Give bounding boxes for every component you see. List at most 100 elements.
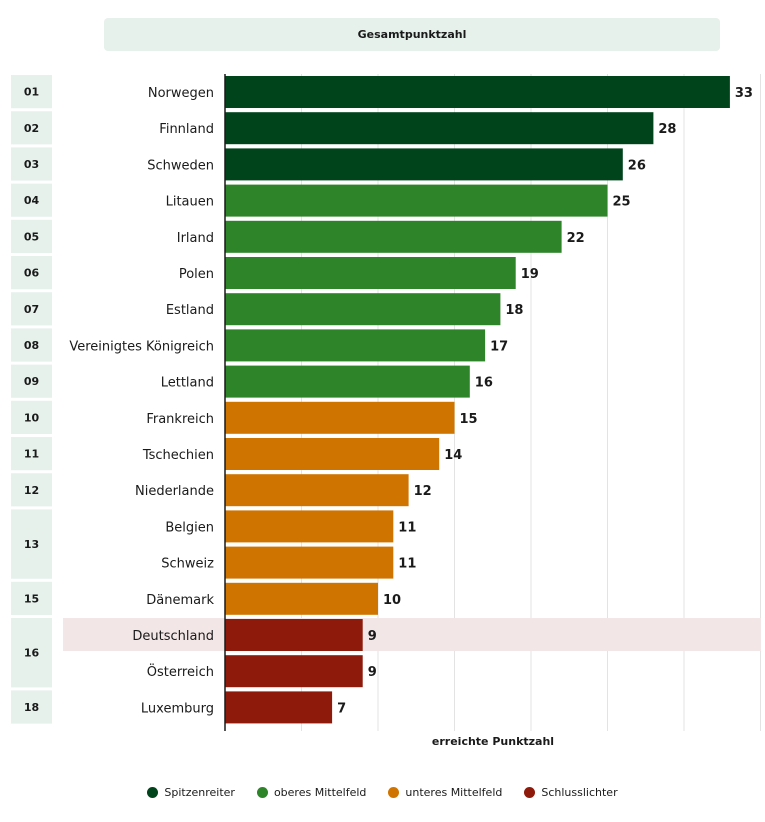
bar xyxy=(225,691,333,724)
value-label: 26 xyxy=(628,158,646,173)
value-label: 33 xyxy=(735,86,753,101)
rank-label: 12 xyxy=(24,484,39,497)
chart-title: Gesamtpunktzahl xyxy=(357,28,467,41)
rank-box xyxy=(11,219,52,253)
bar xyxy=(225,257,516,289)
rank-box xyxy=(11,111,52,145)
rank-label: 05 xyxy=(24,230,39,243)
rank-box xyxy=(11,256,52,290)
rank-box xyxy=(11,75,52,109)
value-label: 14 xyxy=(444,448,462,463)
category-label: Dänemark xyxy=(146,593,214,608)
value-label: 11 xyxy=(398,520,416,535)
rank-label: 09 xyxy=(24,375,39,388)
rank-box xyxy=(11,183,52,217)
value-label: 19 xyxy=(521,267,539,282)
bar xyxy=(225,655,363,688)
value-label: 28 xyxy=(658,122,676,137)
legend-label: Schlusslichter xyxy=(541,786,618,799)
rank-box xyxy=(11,292,52,326)
category-label: Niederlande xyxy=(135,484,214,499)
category-label: Tschechien xyxy=(142,448,214,463)
rank-box xyxy=(11,328,52,362)
legend-dot-icon xyxy=(524,787,536,798)
bar xyxy=(225,220,562,253)
rank-box xyxy=(11,581,52,615)
bar xyxy=(225,76,730,108)
legend-dot-icon xyxy=(147,787,159,798)
value-label: 10 xyxy=(383,593,401,608)
value-label: 16 xyxy=(475,376,493,391)
legend-item: unteres Mittelfeld xyxy=(388,786,502,799)
chart-title-bar: Gesamtpunktzahl xyxy=(104,18,720,51)
category-label: Norwegen xyxy=(148,86,214,101)
category-label: Vereinigtes Königreich xyxy=(69,339,214,354)
rank-box xyxy=(11,473,52,507)
rank-label: 11 xyxy=(24,448,39,461)
rank-label: 16 xyxy=(24,647,40,660)
legend-label: unteres Mittelfeld xyxy=(405,786,503,799)
bar xyxy=(225,401,455,434)
category-label: Schweden xyxy=(147,158,214,173)
bar xyxy=(225,546,394,579)
rank-box xyxy=(11,690,52,724)
bar xyxy=(225,184,608,217)
legend-label: Spitzenreiter xyxy=(164,786,235,799)
category-label: Polen xyxy=(179,267,214,282)
rank-box xyxy=(11,147,52,181)
value-label: 25 xyxy=(613,195,631,210)
bar xyxy=(225,619,363,651)
rank-label: 10 xyxy=(24,411,40,424)
value-label: 11 xyxy=(398,557,416,572)
rank-box xyxy=(11,618,52,688)
value-label: 17 xyxy=(490,339,508,354)
rank-label: 08 xyxy=(24,339,39,352)
highlight-row xyxy=(63,618,761,651)
value-label: 22 xyxy=(567,231,585,246)
ranking-bar-chart: 01 02 03 04 05 06 07 08 09 10 11 12 13 15 16 18 Norwegen… xyxy=(11,74,761,731)
bar xyxy=(225,148,623,181)
bar xyxy=(225,112,654,145)
bar xyxy=(225,329,486,362)
category-label: Lettland xyxy=(161,376,214,391)
rank-label: 04 xyxy=(24,194,40,207)
category-label: Schweiz xyxy=(161,557,214,572)
legend-label: oberes Mittelfeld xyxy=(273,786,367,799)
category-label: Finnland xyxy=(159,122,214,137)
rank-label: 06 xyxy=(24,267,40,280)
rank-label: 02 xyxy=(24,122,39,135)
category-label: Österreich xyxy=(147,663,214,680)
bar xyxy=(225,365,470,398)
rank-box xyxy=(11,400,52,434)
bar xyxy=(225,582,378,615)
value-label: 12 xyxy=(414,484,432,499)
rank-label: 15 xyxy=(24,592,39,605)
value-label: 18 xyxy=(505,303,523,318)
rank-label: 07 xyxy=(24,303,39,316)
rank-label: 01 xyxy=(24,86,39,99)
bar xyxy=(225,438,440,470)
value-label: 9 xyxy=(368,629,377,644)
legend-item: Schlusslichter xyxy=(524,786,618,799)
rank-label: 18 xyxy=(24,701,39,714)
legend-item: oberes Mittelfeld xyxy=(256,786,367,799)
category-label: Belgien xyxy=(165,520,214,535)
category-label: Estland xyxy=(166,303,214,318)
legend-dot-icon xyxy=(388,787,400,798)
legend-dot-icon xyxy=(256,787,268,798)
bar xyxy=(225,474,409,507)
x-axis-label: erreichte Punktzahl xyxy=(431,735,555,748)
value-label: 9 xyxy=(368,665,377,680)
legend: Spitzenreiter oberes Mittelfeld unteres Mi… xyxy=(0,786,765,799)
rank-label: 03 xyxy=(24,158,39,171)
value-label: 15 xyxy=(460,412,478,427)
rank-box xyxy=(11,364,52,398)
rank-box xyxy=(11,509,52,579)
bar xyxy=(225,510,394,543)
bar xyxy=(225,293,501,326)
legend-item: Spitzenreiter xyxy=(147,786,235,799)
category-label: Deutschland xyxy=(132,629,214,644)
rank-box xyxy=(11,437,52,471)
value-label: 7 xyxy=(337,701,346,716)
rank-label: 13 xyxy=(24,538,39,551)
